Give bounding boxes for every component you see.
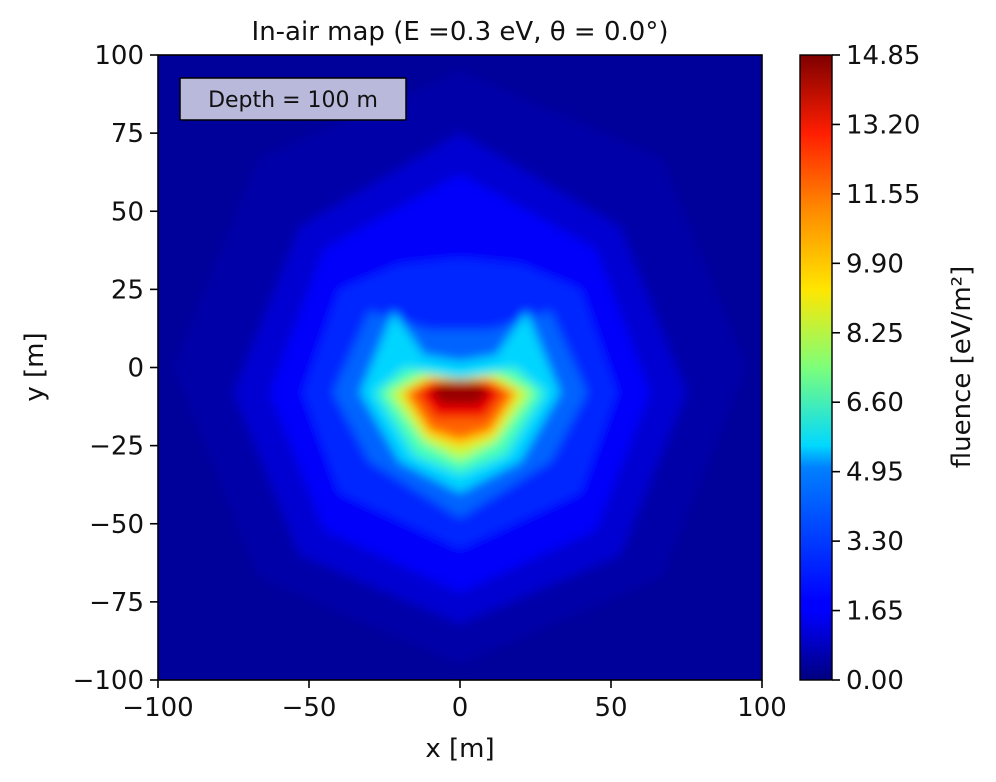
y-tick-label: −100 [73, 666, 144, 696]
depth-annotation: Depth = 100 m [179, 77, 407, 121]
x-tick-label: 0 [452, 693, 469, 723]
y-tick-label: 0 [127, 354, 144, 384]
x-tick-label: 100 [737, 693, 787, 723]
colorbar-tick-label: 9.90 [846, 249, 904, 279]
y-tick-label: 25 [111, 275, 144, 305]
y-axis: −100 −75 −50 −25 0 25 50 75 100 [73, 41, 158, 696]
colorbar-ticks: 0.00 1.65 3.30 4.95 6.60 8.25 9.90 11.55 13.20 14… [832, 41, 920, 696]
depth-annotation-text: Depth = 100 m [208, 88, 378, 113]
y-tick-label: 75 [111, 119, 144, 149]
colorbar-label: fluence [eV/m²] [947, 266, 977, 468]
heatmap-area [157, 54, 763, 681]
y-tick-label: 100 [94, 41, 144, 71]
y-tick-label: −25 [89, 432, 144, 462]
x-tick-label: −50 [282, 693, 337, 723]
contour-level-11 [429, 383, 491, 405]
x-tick-label: 50 [594, 693, 627, 723]
x-axis-label: x [m] [425, 734, 494, 764]
colorbar-tick-label: 1.65 [846, 597, 904, 627]
colorbar-tick-label: 6.60 [846, 388, 904, 418]
colorbar-tick-label: 3.30 [846, 527, 904, 557]
colorbar: 0.00 1.65 3.30 4.95 6.60 8.25 9.90 11.55 13.20 14… [799, 41, 977, 696]
contour-layer [173, 70, 747, 665]
y-axis-label: y [m] [20, 332, 50, 401]
colorbar-tick-label: 8.25 [846, 319, 904, 349]
colorbar-tick-label: 13.20 [846, 110, 920, 140]
colorbar-tick-label: 4.95 [846, 458, 904, 488]
colorbar-tick-label: 0.00 [846, 666, 904, 696]
x-axis: −100 −50 0 50 100 [122, 680, 787, 723]
colorbar-gradient [799, 54, 833, 681]
x-tick-label: −100 [122, 693, 193, 723]
chart-title: In-air map (E =0.3 eV, θ = 0.0°) [252, 17, 669, 47]
colorbar-tick-label: 14.85 [846, 41, 920, 71]
colorbar-tick-label: 11.55 [846, 180, 920, 210]
y-tick-label: −50 [89, 510, 144, 540]
y-tick-label: 50 [111, 197, 144, 227]
y-tick-label: −75 [89, 588, 144, 618]
